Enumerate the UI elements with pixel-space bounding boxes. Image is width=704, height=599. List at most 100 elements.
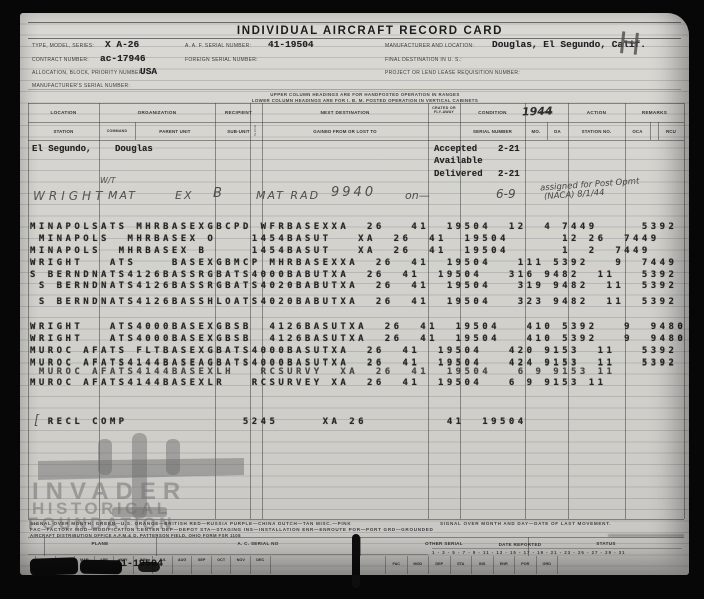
project-label: PROJECT OR LEND LEASE REQUISITION NUMBER… — [385, 70, 521, 76]
status-code-cell: INS — [472, 556, 494, 574]
col-da: DA — [554, 129, 561, 134]
handwritten-sub-unit: B — [213, 186, 222, 201]
table-line — [684, 103, 685, 519]
bottom-col-other-serial: OTHER SERIAL — [425, 541, 463, 546]
col-organization: ORGANIZATION — [137, 110, 177, 115]
status-code-cells: FAC MOD DEP STA INS ENR POR GRD — [385, 556, 558, 574]
aaf-serial-value: 41-19504 — [268, 39, 314, 50]
card-title: INDIVIDUAL AIRCRAFT RECORD CARD — [236, 25, 504, 37]
table-line — [262, 103, 263, 519]
allocation-label: ALLOCATION, BLOCK, PRIORITY NUMBER: — [32, 70, 145, 76]
record-row: MUROC AFATS4144BASEAGBATS4000BASUTXA 26 … — [30, 358, 678, 368]
ink-blot — [138, 562, 160, 572]
col-date: DATE — [539, 110, 554, 115]
table-line — [28, 519, 684, 520]
table-line — [547, 122, 548, 140]
table-line — [568, 103, 569, 519]
status-code-cell: GRD — [537, 556, 558, 574]
table-line — [28, 103, 29, 519]
col-oca: OCA — [632, 129, 643, 134]
handwritten-bracket: [ — [34, 413, 40, 428]
divider — [28, 38, 681, 39]
col-crated-or-flyaway: CRATED OR FLY-AWAY — [432, 106, 456, 115]
divider — [28, 89, 681, 90]
table-line — [658, 122, 659, 140]
status-accepted-label: Accepted — [434, 144, 478, 154]
handwritten-crated: on— — [405, 189, 430, 202]
status-code-cell: ENR — [494, 556, 515, 574]
record-row: S BERNDNATS4126BASSHLOATS4020BABUTXA 26 … — [30, 297, 678, 307]
table-line — [28, 103, 684, 104]
status-code-cell: MOD — [408, 556, 429, 574]
manufacturer-label: MANUFACTURER AND LOCATION: — [385, 43, 475, 49]
handwritten-parent: EX — [175, 189, 194, 202]
marker-stroke — [352, 534, 360, 588]
col-recipient: RECIPIENT — [224, 110, 253, 115]
month-cell: AUG — [173, 556, 193, 574]
month-cell: MAY — [114, 556, 134, 574]
legend-codes: FAC—FACTORY MOD—MODIFICATION CENTER DEP—… — [30, 527, 434, 532]
type-model-series-label: TYPE, MODEL, SERIES: — [32, 43, 95, 49]
contract-number-label: CONTRACT NUMBER: — [32, 57, 89, 63]
record-row: RECL COMP 5245 XA 26 41 19504 — [30, 417, 527, 427]
col-mo: MO. — [531, 129, 541, 134]
table-line — [135, 122, 136, 140]
col-gained-from-or-lost-to: GAINED FROM OR LOST TO — [313, 129, 377, 134]
record-row: MINAPOLS MHRBASEX B 1454BASUT XA 26 41 1… — [30, 246, 651, 256]
handwritten-date: 6-9 — [496, 187, 516, 201]
table-line — [625, 103, 626, 519]
col-remarks: REMARKS — [641, 110, 668, 115]
col-action: ACTION — [586, 110, 607, 115]
table-line — [28, 140, 684, 141]
record-row: MUROC AFATS FLTBASEXGBATS4000BASUTXA 26 … — [30, 346, 678, 356]
table-line — [156, 537, 157, 556]
record-row: WRIGHT ATS4000BASEXGBSB 4126BASUTXA 26 4… — [30, 334, 687, 344]
record-row: MINAPOLS MHRBASEX O 1454BASUT XA 26 41 1… — [30, 234, 660, 244]
col-station: STATION — [53, 129, 74, 134]
handwritten-corner-mark: H — [616, 25, 643, 64]
table-line — [215, 103, 216, 519]
record-row: MUROC AFATS4144BASEXLR RCSURVEY XA 26 41… — [30, 378, 607, 388]
handwritten-year: 1944 — [521, 104, 553, 119]
watermark-line-3: FOUNDATION — [28, 514, 176, 533]
allocation-value: USA — [140, 66, 158, 77]
aircraft-silhouette-watermark — [38, 433, 244, 519]
record-row: WRIGHT ATS BASEXGBMCP MHRBASEXXA 26 41 1… — [30, 258, 678, 268]
table-line — [99, 103, 100, 519]
handwritten-gained: MAT RAD — [256, 189, 321, 202]
origin-station: El Segundo, — [32, 144, 92, 154]
month-cell: NOV — [231, 556, 252, 574]
table-line — [428, 103, 429, 519]
mfr-serial-label: MANUFACTURER'S SERIAL NUMBER: — [32, 83, 131, 89]
col-serial-number: SERIAL NUMBER — [472, 129, 513, 134]
status-accepted-date: 2-21 — [498, 144, 520, 154]
table-line — [528, 537, 529, 556]
legend-signal-note: SIGNAL OVER MONTH AND DAY—DATE OF LAST M… — [440, 521, 612, 526]
col-location: LOCATION — [50, 110, 77, 115]
col-route: ROUTE — [253, 125, 257, 137]
manufacturer-value: Douglas, El Segundo, Calif. — [492, 39, 646, 50]
col-rcu: RCU — [665, 129, 677, 134]
record-row: S BERNDNATS4126BASSRGBATS4000BABUTXA 26 … — [30, 270, 678, 280]
legend-colors: SIGNAL OVER MONTH: GREEN—U.S. ORANGE—BRI… — [30, 521, 352, 526]
col-next-destination: NEXT DESTINATION — [320, 110, 370, 115]
status-available-label: Available — [434, 156, 483, 166]
date-reported-label: DATE REPORTED — [498, 542, 542, 547]
table-line — [44, 537, 45, 556]
aaf-serial-label: A. A. F. SERIAL NUMBER: — [185, 43, 252, 49]
table-line — [460, 103, 461, 519]
ink-blot — [79, 559, 123, 575]
date-reported-days: 1 - 3 - 5 - 7 - 9 - 11 - 13 - 15 - 17 - … — [432, 550, 626, 555]
status-code-cell: FAC — [386, 556, 408, 574]
col-sub-unit: SUB-UNIT — [227, 129, 250, 134]
divider — [28, 22, 681, 23]
bottom-col-ac-serial: A. C. SERIAL NO — [237, 541, 279, 546]
record-row: MUROC AFATS4144BASEXLH RCSURVY XA 26 41 … — [30, 367, 616, 377]
status-code-cell: POR — [515, 556, 537, 574]
handwritten-command: MAT — [108, 189, 137, 202]
status-code-cell: DEP — [429, 556, 451, 574]
record-row: S BERNDNATS4126BASSRGBATS4020BABUTXA 26 … — [30, 281, 678, 291]
table-line — [250, 103, 251, 519]
month-cell: JUL — [153, 556, 173, 574]
watermark-line-2: HISTORICAL — [32, 499, 171, 518]
